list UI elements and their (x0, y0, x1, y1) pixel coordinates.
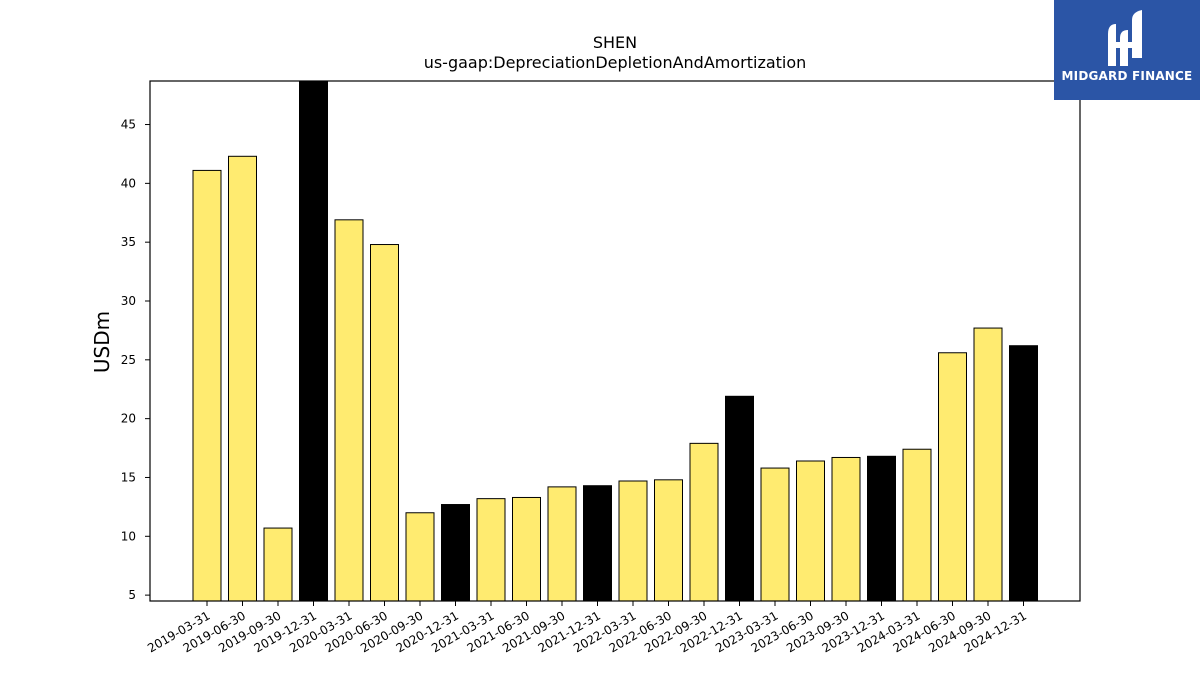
y-axis-label: USDm (90, 310, 114, 374)
bar-2022-06-30 (654, 479, 683, 602)
y-tick-label: 15 (121, 470, 136, 484)
bar-2019-03-31 (192, 169, 222, 602)
bars-group (192, 80, 1038, 602)
y-tick-label: 20 (121, 412, 136, 426)
y-tick-label: 30 (121, 294, 136, 308)
bar-2020-09-30 (405, 512, 435, 602)
bar-2019-09-30 (263, 527, 293, 602)
bar-2019-06-30 (228, 155, 257, 602)
bar-2020-12-31 (441, 504, 470, 602)
bar-2021-03-31 (476, 498, 506, 602)
bar-2021-12-31 (583, 485, 612, 602)
bar-2024-12-31 (1009, 345, 1038, 602)
chart-subtitle: us-gaap:DepreciationDepletionAndAmortiza… (423, 53, 807, 72)
bar-2022-12-31 (725, 395, 754, 602)
x-axis: 2019-03-312019-06-302019-09-302019-12-31… (145, 601, 1029, 655)
bar-2020-03-31 (334, 219, 364, 602)
bar-2024-06-30 (938, 352, 967, 602)
bar-2022-03-31 (618, 480, 648, 602)
y-axis: 5 10 15 20 25 30 35 40 45 (121, 118, 150, 602)
y-tick-label: 25 (121, 353, 136, 367)
bar-2024-03-31 (902, 448, 932, 602)
plot-frame (149, 80, 1081, 602)
bar-2023-06-30 (796, 460, 825, 602)
logo-text: MIDGARD FINANCE (1061, 69, 1193, 83)
y-tick-label: 45 (121, 118, 136, 132)
bar-2024-09-30 (973, 327, 1003, 602)
midgard-finance-logo: MIDGARD FINANCE (1054, 0, 1200, 100)
bar-2022-09-30 (689, 442, 719, 602)
bar-2019-12-31 (299, 80, 328, 602)
y-tick-label: 5 (128, 588, 136, 602)
y-tick-label: 40 (121, 176, 136, 190)
bar-2020-06-30 (370, 244, 399, 602)
bar-2023-09-30 (831, 456, 861, 602)
y-tick-label: 35 (121, 235, 136, 249)
logo-mark-icon (1108, 10, 1142, 66)
bar-2021-09-30 (547, 486, 577, 602)
bar-2023-12-31 (867, 455, 896, 602)
bar-2023-03-31 (760, 467, 790, 602)
y-tick-label: 10 (121, 529, 136, 543)
bar-2021-06-30 (512, 496, 541, 602)
chart-title: SHEN (592, 33, 638, 52)
